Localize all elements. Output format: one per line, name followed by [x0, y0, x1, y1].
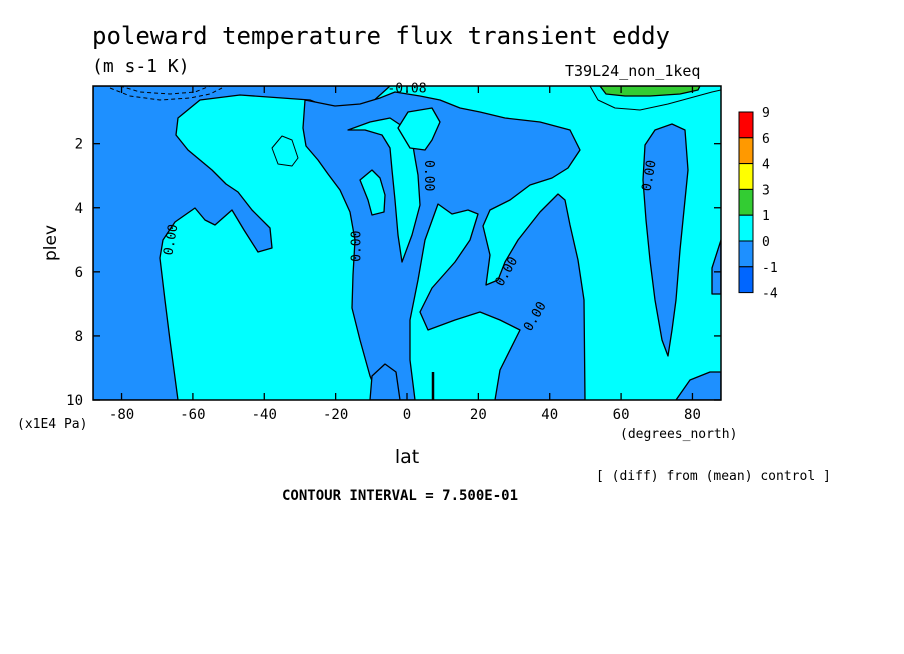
x-tick-label: -60	[180, 407, 205, 423]
y-axis-units: (x1E4 Pa)	[17, 417, 87, 432]
x-axis-units: (degrees_north)	[620, 427, 737, 442]
y-tick-label: 8	[75, 329, 83, 345]
x-tick-label: 80	[684, 407, 701, 423]
x-tick-label: 0	[403, 407, 411, 423]
negative-region-right-edge	[711, 239, 721, 295]
colorbar-label: -1	[762, 261, 778, 276]
colorbar-label: 4	[762, 158, 770, 173]
colorbar-swatch	[738, 240, 754, 268]
cyan-patch-upper	[397, 107, 441, 151]
colorbar: 9 6 4 3 1 0 -1 -4	[738, 106, 778, 302]
colorbar-swatch	[738, 214, 754, 242]
colorbar-swatch	[738, 111, 754, 139]
colorbar-label: 9	[762, 106, 770, 121]
contour-label: 0.00	[161, 223, 181, 256]
x-tick-label: 60	[613, 407, 630, 423]
x-axis: -80 -60 -40 -20 0 20 40 60 80	[109, 86, 701, 423]
colorbar-label: 3	[762, 183, 770, 198]
y-tick-label: 4	[75, 201, 83, 217]
y-tick-label: 10	[66, 393, 83, 409]
dashed-contour	[109, 87, 223, 101]
negative-region-bottom-right	[675, 371, 721, 400]
negative-region-notch	[359, 169, 386, 216]
positive-inner-contour	[589, 86, 721, 111]
contour-label: -0.08	[387, 82, 426, 97]
colorbar-swatch	[738, 188, 754, 216]
colorbar-label: 6	[762, 132, 770, 147]
y-axis-label: plev	[41, 225, 61, 261]
colorbar-label: 1	[762, 209, 770, 224]
chart-title: poleward temperature flux transient eddy	[92, 22, 670, 50]
contour-label: 0.00	[640, 159, 660, 192]
colorbar-label: 0	[762, 235, 770, 250]
y-axis: 2 4 6 8 10	[66, 137, 721, 409]
contour-label: 0.00	[350, 231, 365, 262]
negative-region-center	[302, 91, 586, 400]
contour-label: 0.00	[421, 160, 436, 191]
colorbar-swatch	[738, 163, 754, 190]
chart-units: (m s-1 K)	[92, 56, 190, 77]
x-axis-label: lat	[395, 446, 419, 468]
colorbar-label: -4	[762, 287, 778, 302]
dashed-contour-inner	[119, 86, 211, 95]
y-tick-label: 6	[75, 265, 83, 281]
y-tick-label: 2	[75, 137, 83, 153]
x-tick-label: 40	[541, 407, 558, 423]
x-tick-label: -20	[323, 407, 348, 423]
contour-interval: CONTOUR INTERVAL = 7.500E-01	[282, 488, 519, 504]
x-tick-label: 20	[470, 407, 487, 423]
colorbar-swatch	[738, 266, 754, 294]
negative-region-bottom-left	[369, 363, 401, 400]
x-tick-label: -80	[109, 407, 134, 423]
x-tick-label: -40	[252, 407, 277, 423]
run-label: T39L24_non_1keq	[565, 62, 701, 80]
diff-note: [ (diff) from (mean) control ]	[596, 469, 831, 484]
closed-contour-small	[271, 135, 299, 167]
negative-region-right	[642, 123, 689, 357]
colorbar-swatch	[738, 137, 754, 165]
